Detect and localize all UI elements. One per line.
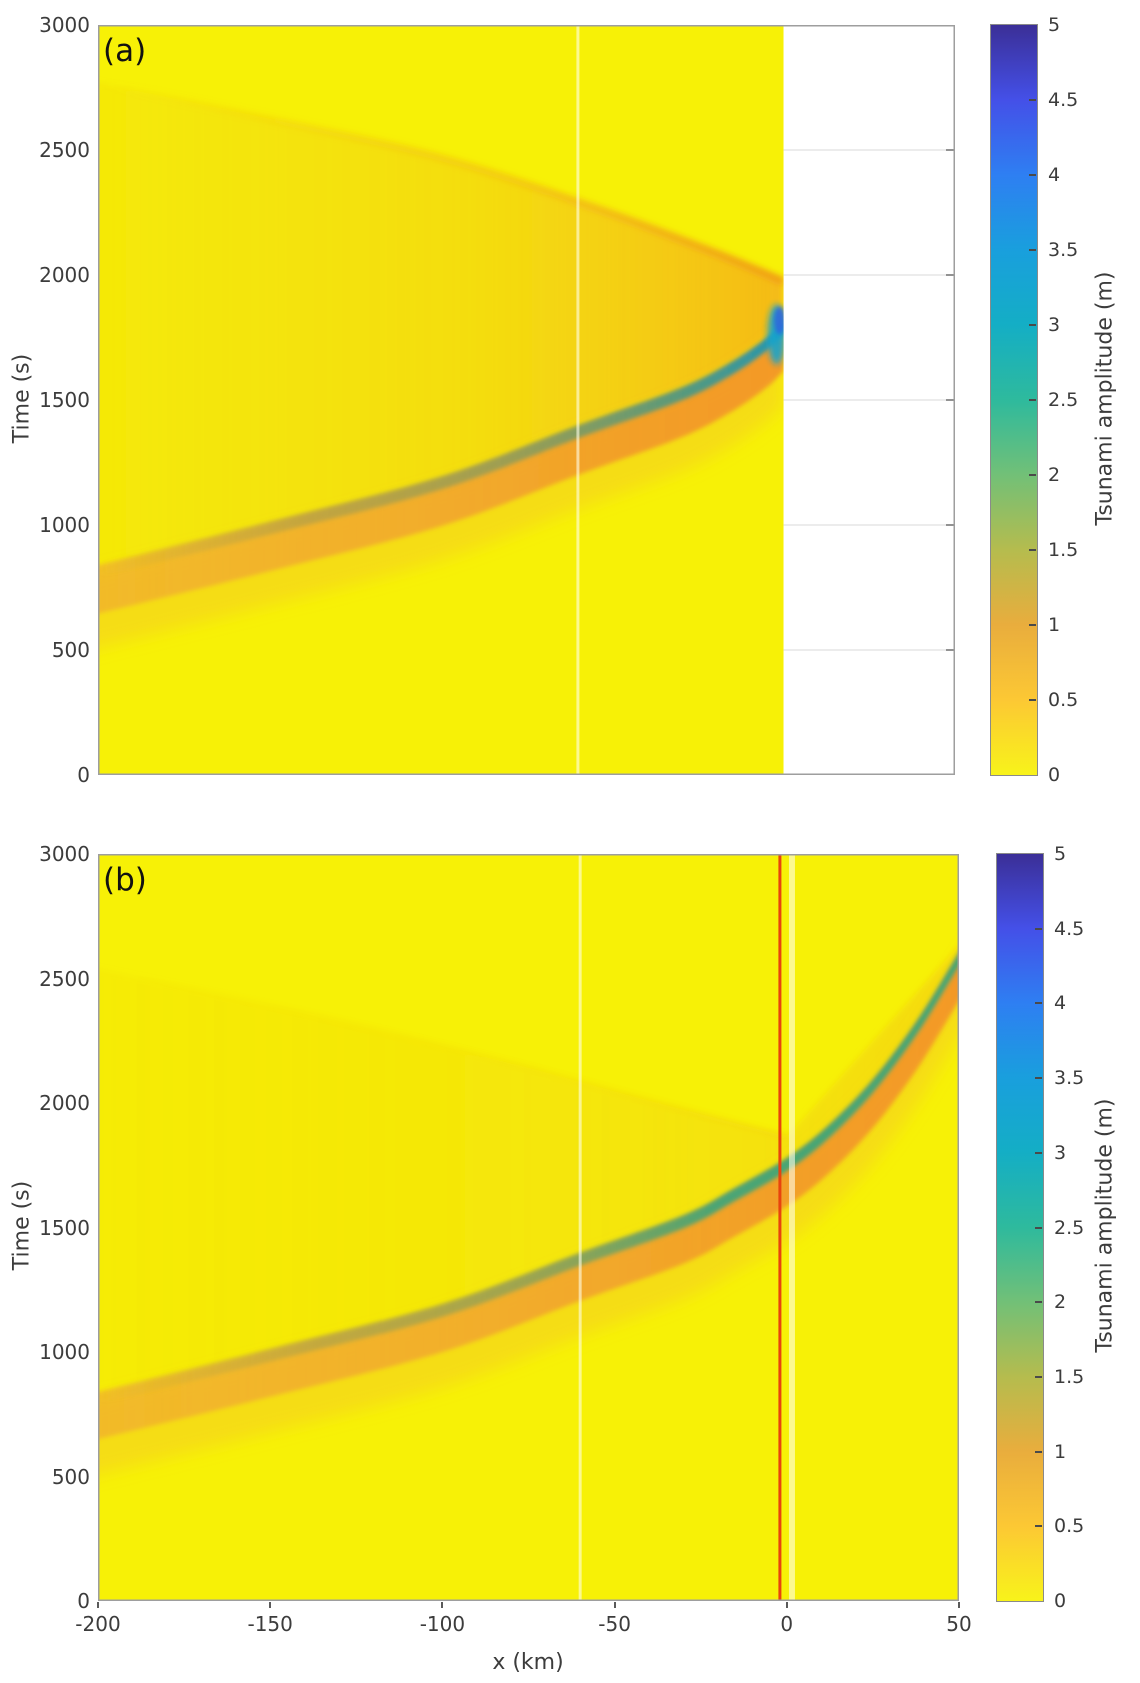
time-tick-label: 3000 [39, 13, 90, 37]
colorbar-tick [1029, 174, 1036, 176]
colorbar-tick [1035, 927, 1042, 930]
wave-tail-glow [98, 961, 959, 1475]
x-axis-title: x (km) [492, 1650, 564, 1675]
colorbar-tick-label: 4.5 [1048, 89, 1079, 111]
colorbar-tick-label: 1.5 [1054, 1365, 1085, 1388]
reflected-wavefront [98, 78, 785, 285]
panel-b-heatmap [98, 854, 959, 1601]
colorbar-tick-label: 2.5 [1054, 1216, 1085, 1239]
colorbar-tick [1029, 624, 1036, 626]
time-tick-label: 2000 [39, 1091, 90, 1115]
coastal-peak-spot [774, 306, 786, 335]
colorbar-tick-label: 5 [1048, 14, 1061, 36]
panel-a-heatmap [98, 25, 955, 775]
colorbar-tick [1029, 699, 1036, 701]
axes-frame [98, 854, 959, 1601]
colorbar-tick-label: 3.5 [1048, 239, 1079, 261]
colorbar-tick-label: 4.5 [1054, 917, 1085, 940]
colorbar-tick-label: 4 [1048, 164, 1061, 186]
colorbar-tick-label: 2 [1048, 464, 1061, 486]
colorbar-tick-label: 0 [1054, 1590, 1067, 1612]
x-tick-label: -150 [247, 1612, 293, 1636]
colorbar-tick [1029, 99, 1036, 101]
time-tick-label: 500 [51, 638, 90, 662]
panel-b-label: (b) [103, 862, 147, 898]
incident-wave-band [98, 953, 959, 1440]
x-tick-label: -50 [598, 1612, 631, 1636]
colorbar-tick [1029, 474, 1036, 476]
x-axis-tick [785, 1602, 788, 1608]
colorbar-tick-label: 3 [1048, 314, 1061, 336]
time-tick-label: 2500 [39, 138, 90, 162]
colorbar-tick [1029, 249, 1036, 251]
x-tick-label: -200 [75, 1612, 121, 1636]
incident-wave-band [98, 322, 784, 614]
colorbar-tick-label: 1.5 [1048, 539, 1079, 561]
colorbar-tick [1035, 1151, 1042, 1154]
reflected-wave-region [98, 945, 959, 1392]
colorbar-tick [1035, 1002, 1042, 1005]
time-tick-label: 1500 [39, 1215, 90, 1240]
colorbar-tick-label: 3.5 [1054, 1067, 1085, 1090]
wave-crest-core [98, 321, 784, 577]
panel-a-label: (a) [103, 33, 147, 69]
colorbar-tick [1029, 549, 1036, 551]
colorbar-tick-label: 1 [1048, 614, 1061, 636]
colorbar-tick [1035, 1525, 1042, 1528]
time-tick-label: 1000 [39, 513, 90, 537]
x-axis-tick [958, 1602, 960, 1608]
x-axis-tick [269, 1602, 272, 1608]
colorbar-tick [1029, 399, 1036, 401]
axes-frame [98, 25, 955, 775]
time-tick-label: 0 [77, 763, 90, 787]
colorbar-tick-label: 3 [1054, 1141, 1067, 1164]
colorbar-tick-label: 0.5 [1048, 689, 1079, 711]
time-tick-label: 0 [77, 1589, 90, 1613]
colorbar-tick [1035, 1375, 1042, 1378]
time-tick-label: 1500 [39, 388, 90, 412]
x-axis-tick [441, 1602, 444, 1608]
colorbar-tick [1035, 1301, 1042, 1304]
colorbar-tick-label: 0 [1048, 764, 1061, 786]
x-tick-label: 0 [780, 1612, 794, 1636]
colorbar-tick [1035, 1450, 1042, 1453]
x-axis-tick [97, 1602, 99, 1608]
time-tick-label: 1000 [39, 1340, 90, 1364]
time-tick-label: 2000 [39, 263, 90, 287]
colorbar-tick [1035, 1077, 1042, 1080]
colorbar-tick-label: 2.5 [1048, 389, 1079, 411]
colorbar-tick-label: 2 [1054, 1291, 1067, 1314]
x-tick-label: -100 [419, 1612, 466, 1636]
x-axis-tick [613, 1602, 616, 1608]
reflected-wave-region [98, 82, 784, 565]
colorbar-tick-label: 0.5 [1054, 1515, 1085, 1538]
reflected-wavefront [98, 966, 788, 1139]
colorbar-tick-label: 1 [1054, 1440, 1067, 1463]
time-tick-label: 3000 [39, 842, 90, 866]
time-tick-label: 500 [51, 1464, 90, 1489]
colorbar-tick [1035, 1226, 1042, 1229]
colorbar-tick [1029, 324, 1036, 326]
colorbar-tick-label: 4 [1054, 992, 1067, 1015]
colorbar-tick-label: 5 [1054, 843, 1067, 865]
time-tick-label: 2500 [39, 966, 90, 991]
x-tick-label: 50 [946, 1612, 972, 1636]
